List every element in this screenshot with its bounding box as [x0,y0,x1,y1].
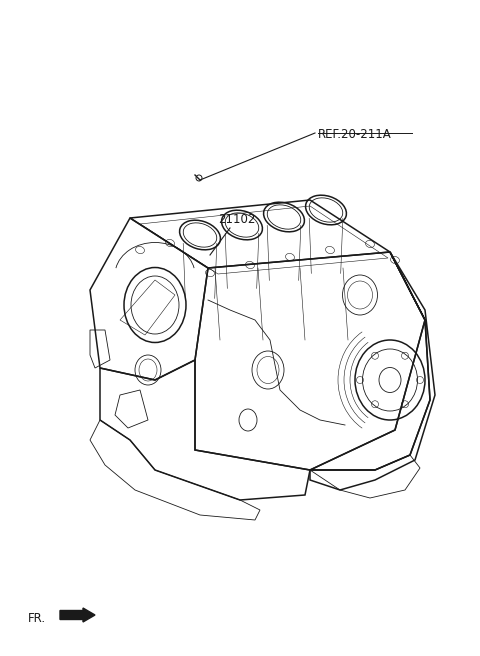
FancyArrow shape [60,608,95,622]
Text: REF.20-211A: REF.20-211A [318,128,392,141]
Text: 21102: 21102 [218,213,255,226]
Text: FR.: FR. [28,611,46,625]
